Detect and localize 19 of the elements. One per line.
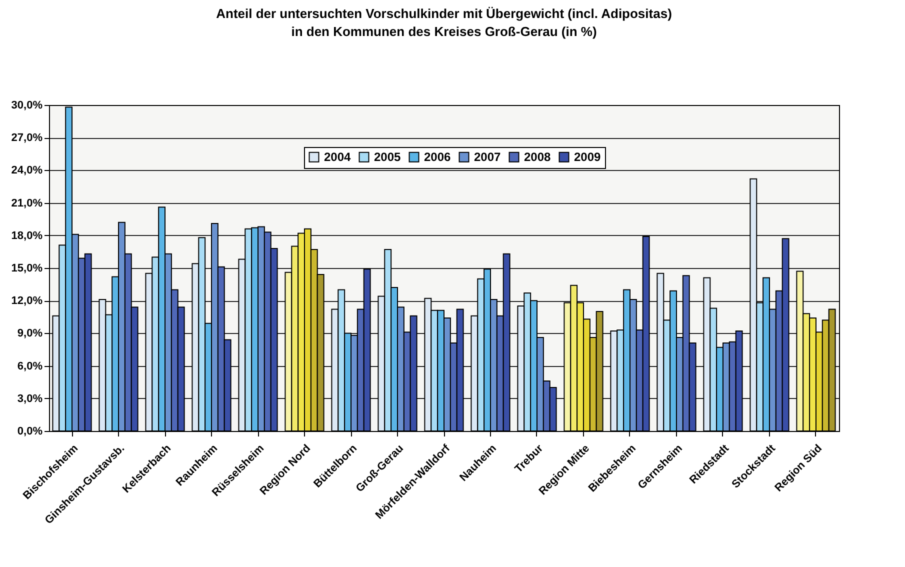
legend-label: 2006 [424, 150, 452, 164]
y-tick-label: 30,0% [11, 100, 43, 112]
legend-label: 2009 [574, 150, 602, 164]
legend-label: 2007 [474, 150, 502, 164]
y-tick-label: 24,0% [11, 164, 43, 177]
legend-label: 2008 [524, 150, 552, 164]
y-tick-label: 18,0% [11, 230, 43, 242]
y-tick-label: 0,0% [17, 426, 43, 438]
y-tick-label: 15,0% [11, 262, 43, 274]
y-tick-label: 3,0% [17, 392, 43, 405]
text: Anteil der untersuchten Vorschulkinder mit Übergewicht (incl. Adipositas) [216, 6, 672, 21]
y-tick-label: 9,0% [17, 328, 43, 340]
y-tick-label: 12,0% [11, 295, 43, 308]
y-tick-label: 21,0% [11, 197, 43, 210]
text: in den Kommunen des Kreises Groß-Gerau (in %) [291, 24, 597, 39]
legend-label: 2005 [374, 150, 402, 164]
y-tick-label: 6,0% [17, 360, 43, 372]
legend-label: 2004 [324, 150, 352, 164]
y-tick-label: 27,0% [11, 132, 43, 144]
